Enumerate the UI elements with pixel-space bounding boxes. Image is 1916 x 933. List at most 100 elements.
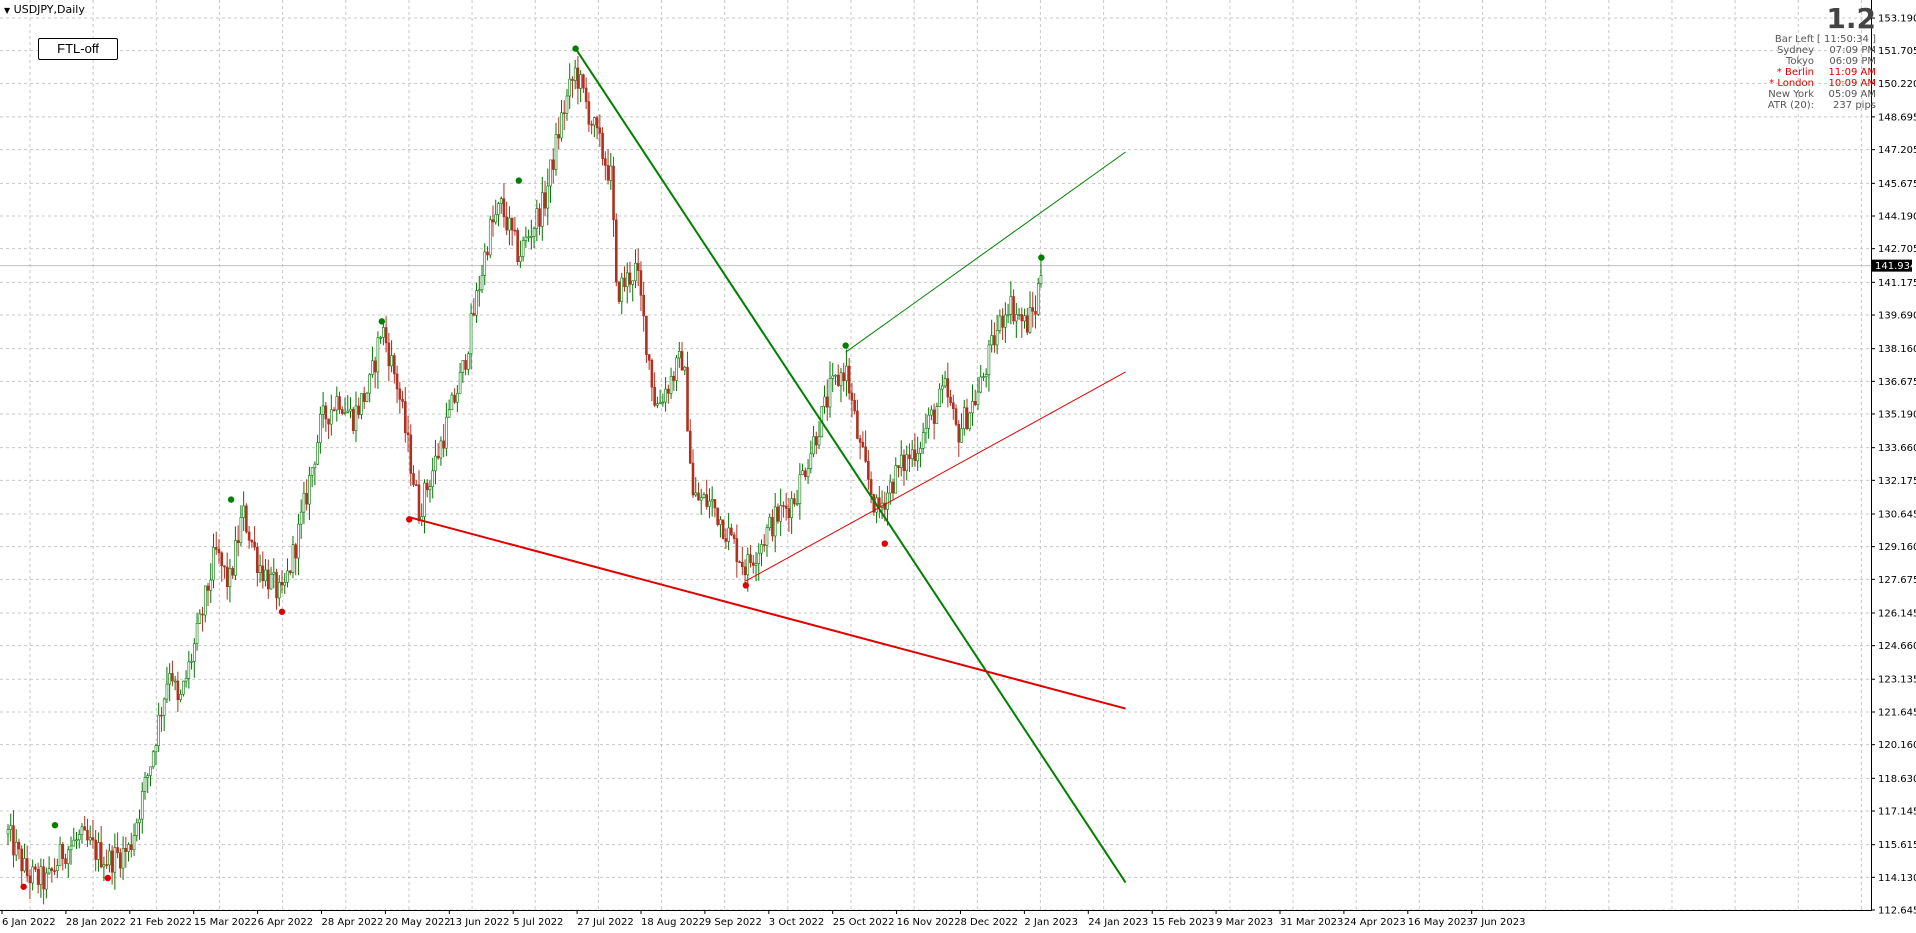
candle-body (113, 847, 117, 873)
candle-body (14, 841, 18, 856)
candle-body (110, 850, 114, 873)
candle-body (776, 506, 780, 522)
candle-body (1004, 314, 1007, 328)
info-row-label: New York (1768, 89, 1814, 100)
candle-body (406, 432, 410, 436)
candle-body (146, 775, 150, 778)
candle-body (86, 829, 89, 841)
candle-body (658, 401, 662, 404)
candle-body (184, 678, 188, 682)
x-tick-label: 15 Feb 2023 (1152, 917, 1214, 928)
candle-body (338, 396, 341, 410)
chart-title[interactable]: ▼ USDJPY,Daily (4, 3, 85, 16)
candle-body (560, 112, 563, 139)
candle-body (858, 438, 862, 443)
candle-body (568, 78, 572, 97)
candle-body (521, 240, 525, 257)
candle-body (888, 481, 892, 494)
candle-body (220, 552, 224, 567)
candle-body (132, 835, 136, 850)
fractal-down-marker (881, 540, 888, 547)
candle-body (609, 165, 613, 181)
y-tick-label: 118.630 (1878, 774, 1916, 785)
candle-body (793, 498, 796, 505)
candle-body (757, 552, 761, 564)
x-tick-label: 18 Aug 2022 (641, 917, 705, 928)
candle-body (445, 416, 448, 449)
y-tick-label: 123.135 (1878, 675, 1916, 686)
ftl-toggle-button[interactable]: FTL-off (38, 38, 118, 60)
candle-body (291, 544, 295, 573)
candle-body (42, 866, 45, 890)
candle-body (845, 365, 848, 382)
candle-body (469, 313, 473, 355)
candle-body (982, 376, 985, 378)
candle-body (157, 714, 160, 747)
fractal-down-marker (742, 582, 750, 589)
candle-body (379, 337, 382, 339)
candle-body (1039, 275, 1043, 284)
x-tick-label: 20 May 2022 (385, 917, 450, 928)
candle-body (612, 165, 615, 221)
candle-body (258, 565, 262, 573)
x-tick-label: 25 Oct 2022 (833, 917, 895, 928)
candle-body (442, 440, 445, 449)
y-tick-label: 138.160 (1878, 344, 1916, 355)
trend-line[interactable] (408, 516, 1126, 710)
chart-grid (0, 0, 1871, 911)
candle-body (719, 519, 722, 525)
candle-body (672, 375, 676, 381)
candle-body (483, 251, 487, 276)
candle-body (365, 392, 369, 402)
candle-body (828, 378, 832, 408)
y-tick-label: 117.145 (1878, 806, 1916, 817)
candle-body (305, 492, 308, 505)
candle-body (993, 335, 996, 346)
candle-body (395, 373, 399, 390)
candle-body (250, 540, 254, 543)
candle-body (705, 494, 709, 507)
candle-body (1025, 315, 1029, 333)
candle-body (727, 527, 730, 542)
candle-body (88, 837, 92, 841)
candle-body (477, 289, 481, 292)
trend-line[interactable] (845, 151, 1126, 353)
candle-body (831, 375, 835, 379)
candle-body (949, 396, 952, 404)
candle-body (343, 412, 347, 414)
candle-body (25, 858, 29, 877)
candle-body (749, 554, 752, 564)
chart-plot-area (0, 0, 1871, 910)
trend-lines[interactable] (408, 48, 1127, 883)
candle-body (302, 492, 306, 513)
candle-body (212, 547, 215, 581)
trend-line[interactable] (574, 48, 1127, 883)
candle-body (23, 858, 26, 872)
candle-body (946, 378, 950, 398)
candle-body (294, 544, 298, 559)
candle-body (551, 159, 555, 170)
price-axis[interactable]: 153.190 151.705 150.220 148.695 147.205 145.6… (1871, 14, 1916, 917)
candle-body (368, 374, 371, 394)
y-tick-label: 147.205 (1878, 145, 1916, 156)
candle-body (387, 342, 391, 367)
time-axis[interactable]: 6 Jan 2022 28 Jan 2022 21 Feb 2022 15 Mar 2… (1, 910, 1525, 928)
candle-body (1017, 314, 1021, 316)
candle-body (595, 117, 599, 129)
candle-body (968, 412, 972, 430)
candle-body (198, 613, 202, 624)
candle-body (598, 127, 602, 134)
trend-line[interactable] (745, 371, 1126, 582)
info-row: Sydney 07:09 PM (1768, 45, 1876, 56)
fractal-down-marker (278, 608, 286, 615)
candle-body (519, 256, 522, 262)
triangle-down-icon[interactable]: ▼ (4, 6, 11, 15)
candle-body (138, 818, 141, 824)
candle-body (677, 351, 681, 359)
candle-body (119, 852, 122, 869)
candle-body (861, 441, 865, 448)
x-tick-label: 21 Feb 2022 (130, 917, 192, 928)
candle-body (919, 448, 922, 454)
candle-body (206, 585, 210, 591)
